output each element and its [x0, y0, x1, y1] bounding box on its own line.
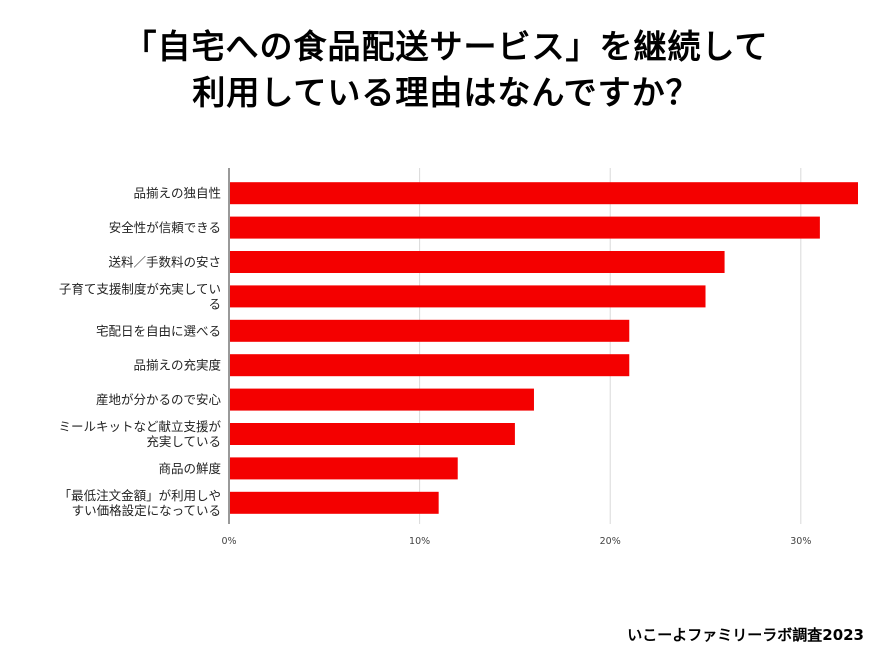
chart-title: 「自宅への食品配送サービス」を継続して 利用している理由はなんですか？ [0, 24, 892, 116]
title-line-2: 利用している理由はなんですか？ [192, 73, 700, 112]
bar [230, 319, 630, 342]
category-label: 子育て支援制度が充実してい [59, 281, 221, 296]
category-label: 品揃えの充実度 [133, 358, 221, 373]
category-label: ミールキットなど献立支援が [58, 419, 221, 434]
x-tick-label: 30% [790, 536, 811, 547]
bar [230, 182, 858, 205]
title-line-1: 「自宅への食品配送サービス」を継続して [123, 27, 769, 66]
x-tick-label: 0% [221, 536, 236, 547]
category-label: 「最低注文金額」が利用しや [59, 488, 221, 503]
bar [230, 251, 725, 273]
category-label: 宅配日を自由に選べる [96, 323, 221, 338]
source-credit: いこーよファミリーラボ調査2023 [627, 626, 864, 644]
category-label: 送料／手数料の安さ [108, 255, 221, 270]
bar [230, 354, 630, 377]
category-label: 商品の鮮度 [158, 461, 221, 476]
category-label: 充実している [146, 434, 221, 449]
bar [230, 491, 439, 514]
x-tick-label: 20% [600, 536, 621, 547]
category-label: すい価格設定になっている [72, 503, 221, 518]
category-label: 産地が分かるので安心 [96, 392, 222, 407]
bar [230, 388, 534, 411]
x-tick-label: 10% [409, 536, 430, 547]
bar [230, 285, 706, 308]
category-label: 品揃えの独自性 [133, 186, 221, 201]
bar [230, 457, 458, 480]
bar [230, 216, 820, 239]
category-label: る [208, 296, 221, 311]
category-label: 安全性が信頼できる [109, 220, 221, 235]
bar [230, 423, 515, 445]
